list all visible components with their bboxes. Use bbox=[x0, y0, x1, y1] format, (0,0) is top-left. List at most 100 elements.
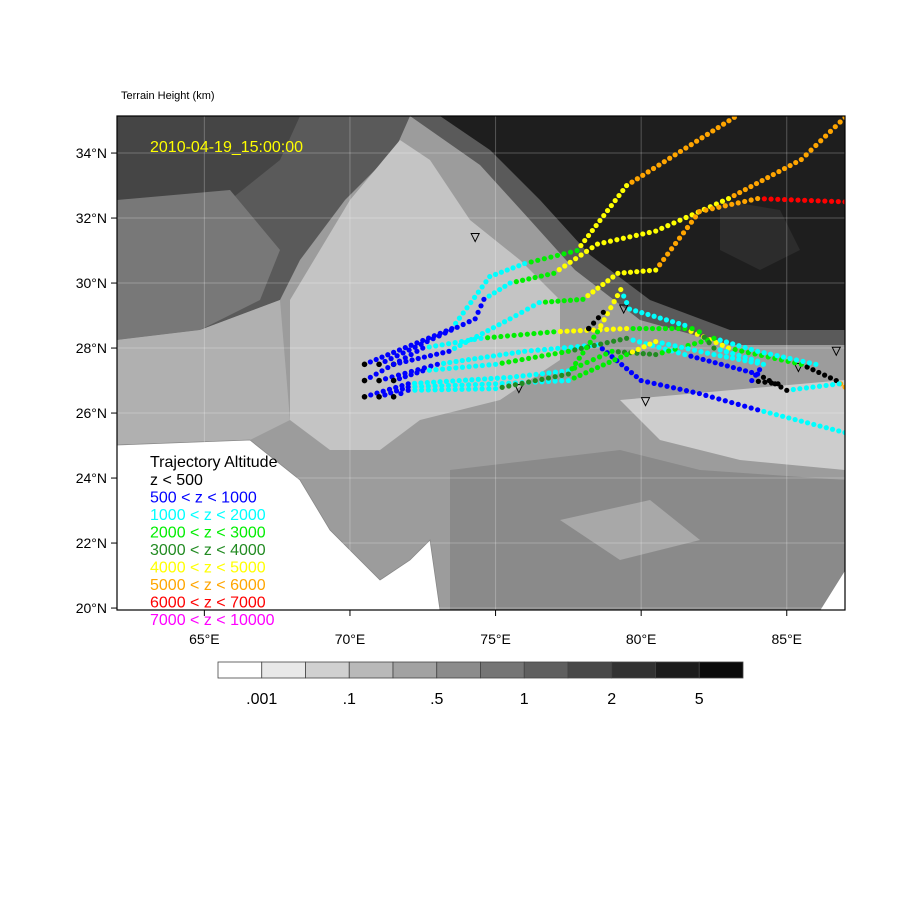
lon-tick-label: 70°E bbox=[335, 631, 366, 647]
trajectory-point bbox=[617, 326, 623, 332]
trajectory-point bbox=[578, 345, 584, 352]
trajectory-point bbox=[610, 326, 616, 332]
trajectory-point bbox=[506, 359, 512, 365]
trajectory-point bbox=[676, 235, 683, 241]
trajectory-point bbox=[555, 345, 561, 351]
trajectory-point bbox=[630, 337, 636, 343]
legend-item: 1000 < z < 2000 bbox=[150, 507, 266, 524]
trajectory-point bbox=[465, 357, 472, 363]
trajectory-point bbox=[408, 351, 414, 358]
trajectory-point bbox=[590, 320, 597, 326]
trajectory-point bbox=[822, 133, 829, 139]
trajectory-point bbox=[698, 349, 704, 355]
trajectory-point bbox=[561, 298, 567, 304]
trajectory-point bbox=[823, 425, 829, 431]
trajectory-point bbox=[662, 325, 669, 332]
trajectory-point bbox=[813, 361, 819, 367]
trajectory-point bbox=[604, 340, 610, 346]
colorbar-label: .5 bbox=[430, 691, 443, 708]
trajectory-point bbox=[720, 121, 727, 127]
trajectory-point bbox=[816, 383, 823, 389]
trajectory-point bbox=[633, 232, 639, 238]
trajectory-point bbox=[503, 351, 509, 357]
trajectory-point bbox=[675, 350, 681, 356]
trajectory-point bbox=[440, 360, 447, 366]
trajectory-point bbox=[651, 380, 657, 387]
trajectory-point bbox=[379, 354, 385, 360]
trajectory-point bbox=[609, 348, 615, 354]
trajectory-point bbox=[656, 162, 662, 168]
trajectory-point bbox=[748, 346, 755, 353]
trajectory-point bbox=[701, 334, 707, 340]
trajectory-point bbox=[748, 369, 755, 376]
trajectory-point bbox=[618, 286, 624, 293]
trajectory-point bbox=[612, 357, 618, 363]
trajectory-point bbox=[601, 317, 607, 323]
trajectory-point bbox=[653, 351, 659, 358]
trajectory-point bbox=[665, 251, 671, 257]
trajectory-point bbox=[611, 299, 617, 305]
trajectory-point bbox=[459, 382, 465, 388]
trajectory-point bbox=[510, 265, 516, 271]
trajectory-point bbox=[667, 155, 673, 161]
trajectory-point bbox=[736, 366, 743, 372]
trajectory-point bbox=[419, 387, 425, 393]
trajectory-point bbox=[621, 293, 627, 299]
station-triangle-icon bbox=[831, 346, 842, 357]
trajectory-point bbox=[399, 386, 405, 392]
trajectory-point bbox=[512, 358, 519, 364]
trajectory-point bbox=[651, 313, 657, 319]
trajectory-point bbox=[600, 309, 606, 315]
trajectory-point bbox=[472, 356, 478, 362]
trajectory-point bbox=[710, 128, 716, 134]
trajectory-point bbox=[512, 382, 519, 388]
trajectory-point bbox=[680, 230, 687, 236]
trajectory-point bbox=[685, 346, 691, 352]
trajectory-point bbox=[646, 267, 653, 274]
colorbar-swatch bbox=[217, 661, 263, 679]
trajectory-point bbox=[487, 273, 493, 280]
trajectory-point bbox=[400, 350, 406, 356]
trajectory-point bbox=[548, 346, 554, 352]
trajectory-point bbox=[722, 398, 728, 404]
trajectory-point bbox=[666, 348, 672, 354]
trajectory-point bbox=[621, 270, 627, 276]
trajectory-point bbox=[466, 386, 472, 392]
trajectory-point bbox=[598, 323, 604, 329]
trajectory-point bbox=[430, 336, 436, 342]
axes: 34°N 32°N 30°N 28°N 26°N 24°N 22°N 20°N 65°E 70°E… bbox=[76, 145, 802, 647]
trajectory-point bbox=[507, 316, 513, 322]
trajectory-point bbox=[690, 389, 696, 395]
trajectory-point bbox=[425, 383, 431, 389]
trajectory-point bbox=[724, 363, 730, 369]
trajectory-point bbox=[373, 371, 379, 377]
trajectory-point bbox=[594, 329, 601, 335]
trajectory-point bbox=[706, 340, 712, 346]
trajectory-point bbox=[456, 315, 463, 321]
trajectory-point bbox=[379, 368, 385, 374]
trajectory-point bbox=[502, 283, 508, 289]
trajectory-point bbox=[761, 196, 767, 202]
trajectory-point bbox=[559, 368, 565, 375]
trajectory-point bbox=[704, 350, 711, 356]
trajectory-point bbox=[376, 394, 382, 400]
trajectory-point bbox=[568, 344, 574, 350]
trajectory-point bbox=[409, 357, 415, 363]
trajectory-point bbox=[617, 337, 623, 343]
lat-tick-label: 28°N bbox=[76, 340, 107, 356]
trajectory-point bbox=[385, 364, 391, 371]
trajectory-point bbox=[810, 384, 816, 390]
sea bbox=[117, 439, 441, 610]
trajectory-point bbox=[578, 252, 584, 258]
trajectory-point bbox=[492, 386, 499, 392]
trajectory-point bbox=[647, 341, 653, 347]
trajectory-point bbox=[700, 356, 706, 363]
trajectory-point bbox=[569, 366, 575, 372]
trajectory-point bbox=[439, 387, 445, 393]
trajectory-point bbox=[798, 418, 804, 424]
trajectory-point bbox=[742, 354, 748, 360]
trajectory-point bbox=[671, 220, 677, 226]
trajectory-point bbox=[486, 362, 492, 368]
colorbar-swatch bbox=[523, 661, 569, 679]
trajectory-point bbox=[657, 315, 663, 321]
